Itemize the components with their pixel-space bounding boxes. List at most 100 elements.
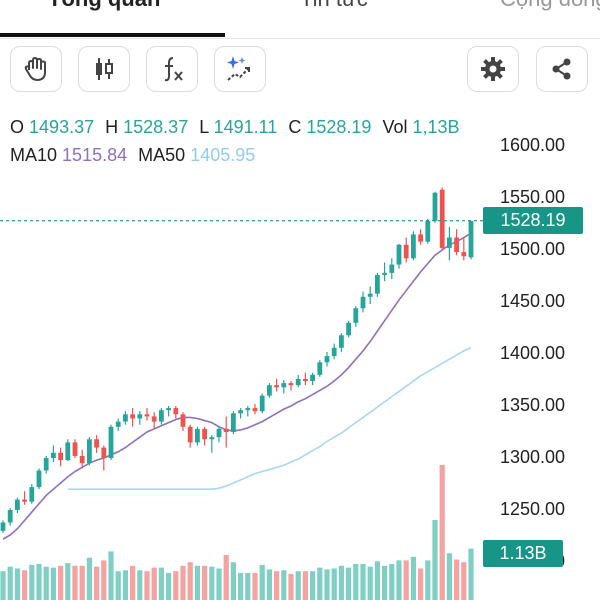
volume-bar bbox=[432, 520, 438, 600]
volume-bar bbox=[382, 565, 388, 600]
candle-body bbox=[303, 378, 308, 382]
candle-body bbox=[22, 499, 27, 502]
volume-bar bbox=[209, 566, 215, 600]
volume-bar bbox=[137, 570, 143, 600]
volume-bar bbox=[454, 559, 460, 600]
candle-body bbox=[231, 413, 236, 432]
volume-bar bbox=[144, 571, 150, 600]
volume-bar bbox=[216, 568, 222, 600]
candle-body bbox=[324, 356, 330, 363]
volume-bar bbox=[79, 565, 85, 600]
ma10-value: 1515.84 bbox=[62, 145, 128, 165]
ma50-label: MA50 bbox=[138, 145, 186, 165]
hand-tool-button[interactable] bbox=[10, 46, 62, 92]
tab-bar: Tổng quan Tin tức Cộng đồng bbox=[0, 0, 600, 39]
candle-body bbox=[202, 428, 207, 440]
volume-bar bbox=[94, 566, 100, 600]
y-tick-label: 1300.00 bbox=[500, 447, 566, 467]
volume-value: 1,13B bbox=[412, 117, 460, 137]
candle-body bbox=[331, 347, 337, 357]
candle-body bbox=[65, 442, 71, 461]
candle-body bbox=[94, 439, 99, 448]
open-label: O bbox=[10, 117, 25, 137]
chart-toolbar bbox=[0, 46, 600, 96]
y-tick-label: 1350.00 bbox=[500, 395, 566, 415]
volume-bar bbox=[122, 570, 128, 600]
open-value: 1493.37 bbox=[29, 117, 95, 137]
candle-body bbox=[36, 470, 42, 488]
candle-body bbox=[396, 244, 402, 265]
candle-body bbox=[159, 410, 164, 422]
ohlc-readout: O 1493.37 H 1528.37 L 1491.11 C 1528.19 … bbox=[10, 117, 466, 138]
volume-bar bbox=[0, 571, 6, 600]
candle-body bbox=[439, 189, 445, 248]
candle-body bbox=[58, 452, 63, 461]
y-tick-label: 1250.00 bbox=[500, 499, 566, 519]
volume-tag: 1.13B bbox=[483, 540, 563, 567]
volume-bar bbox=[108, 551, 114, 600]
candle-body bbox=[29, 487, 35, 502]
candle-body bbox=[346, 322, 351, 336]
volume-bar bbox=[86, 557, 92, 600]
share-button[interactable] bbox=[536, 46, 588, 92]
volume-bar bbox=[187, 562, 193, 600]
volume-bar bbox=[230, 562, 236, 600]
candle-body bbox=[468, 220, 474, 258]
volume-bar bbox=[281, 570, 287, 600]
candle-body bbox=[418, 234, 423, 242]
high-value: 1528.37 bbox=[123, 117, 189, 137]
candle-body bbox=[15, 499, 20, 510]
candle-body bbox=[353, 308, 359, 323]
volume-bar bbox=[331, 568, 337, 600]
volume-bar bbox=[410, 556, 416, 600]
volume-bar bbox=[7, 566, 13, 600]
volume-bar bbox=[65, 563, 71, 600]
indicators-button[interactable] bbox=[146, 46, 198, 92]
candle-body bbox=[137, 414, 143, 419]
volume-bar bbox=[238, 573, 244, 600]
drawing-tools-button[interactable] bbox=[214, 46, 266, 92]
candle-body bbox=[432, 192, 438, 221]
volume-bar bbox=[338, 565, 344, 600]
candle-body bbox=[288, 383, 294, 386]
candle-body bbox=[130, 414, 135, 419]
candle-body bbox=[245, 408, 251, 411]
tab-community[interactable]: Cộng đồng bbox=[500, 0, 600, 12]
volume-bar bbox=[425, 560, 431, 600]
volume-bar bbox=[58, 565, 64, 600]
y-tick-label: 1600.00 bbox=[500, 135, 566, 155]
ma10-label: MA10 bbox=[10, 145, 58, 165]
tab-overview[interactable]: Tổng quan bbox=[48, 0, 160, 12]
tab-news[interactable]: Tin tức bbox=[300, 0, 368, 12]
volume-bar bbox=[396, 560, 402, 600]
y-tick-label: 1550.00 bbox=[500, 187, 566, 207]
volume-bar bbox=[202, 565, 208, 600]
volume-bar bbox=[317, 567, 323, 600]
volume-bar bbox=[252, 573, 258, 600]
candle-body bbox=[317, 362, 323, 375]
chart-type-button[interactable] bbox=[78, 46, 130, 92]
candle-body bbox=[216, 428, 222, 438]
active-tab-indicator bbox=[0, 33, 225, 37]
candle-body bbox=[51, 452, 56, 458]
candle-body bbox=[267, 385, 272, 396]
candle-body bbox=[79, 455, 85, 464]
candle-body bbox=[180, 414, 186, 427]
volume-bar bbox=[151, 567, 157, 600]
volume-bar bbox=[367, 566, 373, 600]
volume-bar bbox=[446, 553, 452, 600]
volume-bar bbox=[461, 562, 467, 600]
candle-body bbox=[166, 408, 171, 411]
volume-bar bbox=[101, 560, 107, 600]
candle-body bbox=[367, 293, 373, 297]
volume-bar bbox=[72, 565, 78, 600]
settings-button[interactable] bbox=[467, 46, 519, 92]
volume-bar bbox=[180, 565, 186, 600]
candle-body bbox=[195, 428, 200, 443]
candle-body bbox=[123, 414, 128, 422]
candle-body bbox=[7, 510, 13, 523]
candle-body bbox=[223, 428, 229, 432]
candle-body bbox=[173, 408, 179, 415]
volume-label: Vol bbox=[382, 117, 408, 137]
